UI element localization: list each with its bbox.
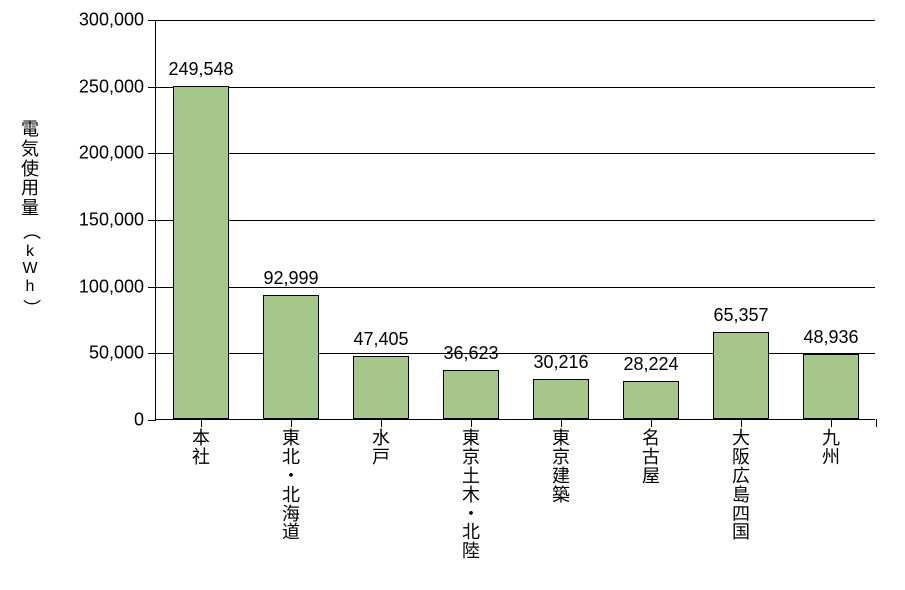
gridline <box>156 20 875 21</box>
x-tick <box>201 419 202 427</box>
x-category-label: 名古屋 <box>641 429 661 486</box>
bar <box>533 379 589 419</box>
y-tick-label: 150,000 <box>79 210 144 231</box>
plot-area: 050,000100,000150,000200,000250,000300,0… <box>155 20 875 420</box>
bar <box>803 354 859 419</box>
bar-value-label: 30,216 <box>533 352 588 373</box>
x-category-label: 九州 <box>821 429 841 467</box>
bar <box>713 332 769 419</box>
x-category-label: 大阪広島四国 <box>731 429 751 542</box>
bar <box>263 295 319 419</box>
bar <box>443 370 499 419</box>
x-tick <box>381 419 382 427</box>
y-tick-label: 0 <box>134 410 144 431</box>
x-tick <box>471 419 472 427</box>
gridline <box>156 153 875 154</box>
y-axis-title: 電気使用量（kWh） <box>20 120 40 319</box>
x-tick <box>561 419 562 427</box>
x-tick <box>651 419 652 427</box>
bar-value-label: 48,936 <box>803 327 858 348</box>
bar <box>353 356 409 419</box>
x-category-label: 東北・北海道 <box>281 429 301 542</box>
bar-value-label: 47,405 <box>353 329 408 350</box>
bar <box>623 381 679 419</box>
x-category-label: 東京土木・北陸 <box>461 429 481 561</box>
y-tick <box>148 20 156 21</box>
y-tick-label: 250,000 <box>79 76 144 97</box>
bar-value-label: 92,999 <box>263 268 318 289</box>
y-tick-label: 200,000 <box>79 143 144 164</box>
bar-value-label: 65,357 <box>713 305 768 326</box>
x-tick <box>876 419 877 427</box>
y-tick <box>148 220 156 221</box>
x-tick <box>741 419 742 427</box>
x-category-label: 東京建築 <box>551 429 571 505</box>
gridline <box>156 87 875 88</box>
y-tick <box>148 153 156 154</box>
y-tick-label: 100,000 <box>79 276 144 297</box>
electricity-usage-bar-chart: 電気使用量（kWh） 050,000100,000150,000200,0002… <box>0 0 905 590</box>
y-tick <box>148 287 156 288</box>
y-tick-label: 50,000 <box>89 343 144 364</box>
x-category-label: 本社 <box>191 429 211 467</box>
bar <box>173 86 229 419</box>
bar-value-label: 249,548 <box>168 59 233 80</box>
y-tick <box>148 87 156 88</box>
y-tick-label: 300,000 <box>79 10 144 31</box>
x-tick <box>291 419 292 427</box>
x-tick <box>831 419 832 427</box>
bar-value-label: 36,623 <box>443 343 498 364</box>
bar-value-label: 28,224 <box>623 354 678 375</box>
y-tick <box>148 353 156 354</box>
y-tick <box>148 420 156 421</box>
gridline <box>156 220 875 221</box>
x-category-label: 水戸 <box>371 429 391 467</box>
